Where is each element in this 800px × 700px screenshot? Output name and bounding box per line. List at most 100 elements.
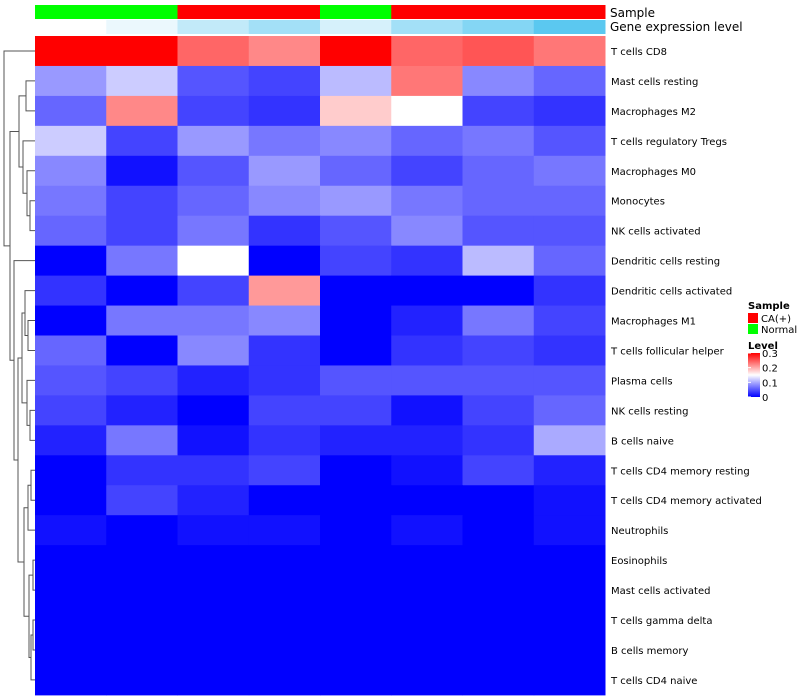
heatmap-cell [533,65,606,97]
heatmap-cell [35,155,107,187]
heatmap-cell [533,245,606,277]
annotation-cell-gene-level [391,20,463,34]
heatmap-cell [106,125,178,157]
heatmap-cell [391,155,463,187]
heatmap-cell [177,485,250,516]
legend-title-level: Level [748,341,778,352]
legend-label-sample: Normal [761,325,797,336]
heatmap-cell [177,335,250,366]
annotation-cell-gene-level [462,20,535,34]
heatmap-cell [248,275,321,307]
heatmap-cell [533,545,606,576]
heatmap-cell [391,275,463,307]
heatmap-cell [106,215,178,247]
heatmap-cell [248,65,321,97]
heatmap-cell [248,36,321,67]
row-label: T cells CD8 [610,47,667,58]
heatmap-cell [391,335,463,366]
heatmap-cell [462,575,535,606]
dendrogram-branch [24,290,35,336]
heatmap-cell [248,635,321,666]
heatmap-cell [106,245,178,277]
heatmap-cell [35,545,107,576]
row-label: B cells memory [611,646,688,657]
heatmap-cell [391,185,463,217]
heatmap-cell [35,365,107,396]
heatmap-cell [533,575,606,606]
heatmap-cell [320,215,392,247]
heatmap-cell [462,365,535,396]
heatmap-cell [35,515,107,546]
dendrogram-branch [32,619,35,651]
annotation-cell-sample [106,5,178,19]
heatmap-cell [462,545,535,576]
heatmap-cell [248,575,321,606]
row-label: T cells follicular helper [610,346,725,357]
annotation-cell-sample [35,5,107,19]
heatmap-cell [177,215,250,247]
heatmap-cell [320,95,392,127]
annotation-cell-sample [248,5,321,19]
heatmap-cell [533,635,606,666]
heatmap-cell [391,575,463,606]
row-label: NK cells activated [611,227,701,238]
heatmap-cell [35,245,107,277]
heatmap-cell [35,215,107,247]
heatmap-cell [35,185,107,217]
heatmap-cell [391,545,463,576]
heatmap-cell [177,605,250,636]
heatmap-cell [462,65,535,97]
heatmap-cell [391,95,463,127]
heatmap-cell [35,335,107,366]
heatmap-cell [35,635,107,666]
annotation-cell-sample [177,5,250,19]
dendrogram-branch [29,409,35,441]
heatmap-cell [177,425,250,456]
heatmap-cell [177,575,250,606]
heatmap-cell [177,185,250,217]
row-label: Macrophages M1 [611,317,696,328]
heatmap-cell [248,365,321,396]
dendrogram-branch [26,379,35,426]
heatmap-cell [533,215,606,247]
heatmap-cell [533,335,606,366]
heatmap-cell [177,515,250,546]
heatmap-cell [106,545,178,576]
heatmap-cell [248,335,321,366]
heatmap-cell [106,605,178,636]
heatmap-cell [106,425,178,456]
heatmap-cell [320,515,392,546]
heatmap-cell [106,155,178,187]
heatmap-cell [106,65,178,97]
heatmap-cell [391,125,463,157]
heatmap-cell [320,36,392,67]
heatmap-cell [320,185,392,217]
row-label: T cells CD4 naive [610,676,697,687]
heatmap-cell [533,605,606,636]
annotation-cell-gene-level [533,20,606,34]
heatmap-cell [391,215,463,247]
heatmap-cell [462,485,535,516]
heatmap-cell [177,305,250,336]
heatmap-cell [106,485,178,516]
heatmap-cell [248,515,321,546]
row-label: Eosinophils [611,556,667,567]
heatmap-cell [320,395,392,426]
heatmap-cell [35,36,107,67]
row-label: T cells CD4 memory activated [610,496,762,507]
heatmap-cell [106,395,178,426]
row-label: Mast cells activated [611,586,710,597]
heatmap-cell [35,605,107,636]
heatmap-cell [533,485,606,516]
legend-level-tick-label: 0.1 [762,378,778,389]
heatmap-cell [391,36,463,67]
heatmap-cell [106,575,178,606]
heatmap-cell [462,635,535,666]
heatmap-cell [391,664,463,696]
heatmap-cell [106,455,178,486]
heatmap-cell [320,485,392,516]
heatmap-cell [248,485,321,516]
row-label: Macrophages M2 [611,107,696,118]
row-label: Neutrophils [611,526,668,537]
heatmap-cell [177,455,250,486]
